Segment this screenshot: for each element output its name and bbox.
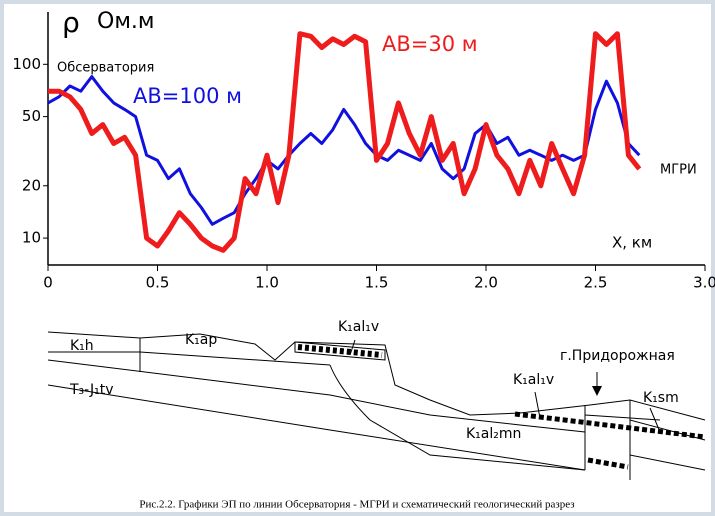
boundary <box>329 364 586 471</box>
geo-label: K₁ap <box>185 332 217 348</box>
x-tick-label: 2.5 <box>584 274 608 292</box>
annotation: МГРИ <box>660 163 697 178</box>
x-tick-label: 1.5 <box>365 274 389 292</box>
surface <box>47 331 706 421</box>
bed-hatch <box>587 457 629 470</box>
y-unit: Ом.м <box>97 9 155 34</box>
fault <box>139 338 631 480</box>
y-tick-label: 20 <box>22 176 41 194</box>
y-tick-label: 100 <box>12 55 41 73</box>
boundary <box>47 359 586 433</box>
leader <box>349 339 661 433</box>
x-tick-label: 2.0 <box>474 274 498 292</box>
geo-label: K₁sm <box>643 390 679 406</box>
bed-hatch <box>297 344 383 358</box>
x-label: X, км <box>612 234 652 252</box>
series-line <box>47 75 641 226</box>
y-tick-label: 50 <box>22 107 41 125</box>
caption: Рис.2.2. Графики ЭП по линии Обсерватори… <box>139 499 574 511</box>
geo-label: K₁al₂mn <box>466 426 521 442</box>
annotation: Обсерватория <box>57 61 154 76</box>
geo-label: K₁al₁v <box>513 372 554 388</box>
arrow-head <box>592 386 602 396</box>
geo-label: K₁al₁v <box>338 319 379 335</box>
y-tick-label: 10 <box>22 229 41 247</box>
x-tick-label: 1.0 <box>255 274 279 292</box>
series-label: AB=100 м <box>133 84 242 108</box>
series-line <box>48 31 642 253</box>
boundary <box>47 384 586 471</box>
x-tick-label: 3.0 <box>693 274 715 292</box>
y-label: ρ <box>62 6 80 39</box>
panel <box>4 4 711 512</box>
x-tick-label: 0 <box>43 274 53 292</box>
geo-label: T₃-J₁tv <box>69 382 114 398</box>
x-tick-label: 0.5 <box>146 274 170 292</box>
series-label: AB=30 м <box>382 32 478 56</box>
geologic-section: K₁h K₁ap K₁al₁v T₃-J₁tv K₁al₁v г.Придоро… <box>47 319 706 480</box>
geo-label: K₁h <box>70 338 94 354</box>
geo-label: г.Придорожная <box>560 348 675 364</box>
